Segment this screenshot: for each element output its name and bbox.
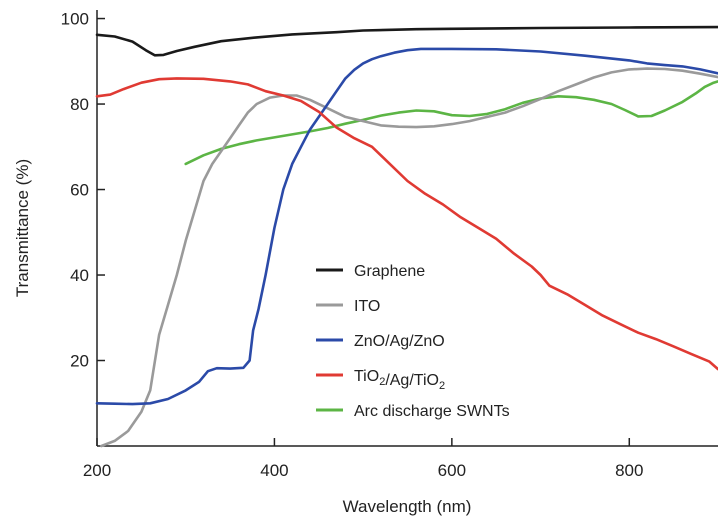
x-ticks: 200 400 600 800: [83, 438, 643, 480]
y-axis-title: Transmittance (%): [13, 159, 32, 297]
legend-label-arc-discharge-swnts: Arc discharge SWNTs: [354, 403, 510, 420]
legend: Graphene ITO ZnO/Ag/ZnO TiO2/Ag/TiO2 Arc dis…: [316, 263, 510, 420]
legend-label-zno-ag-zno: ZnO/Ag/ZnO: [354, 333, 445, 350]
x-tick-label: 200: [83, 461, 111, 480]
series-line-arc-discharge-swnts: [184, 80, 718, 166]
y-tick-label: 100: [61, 10, 89, 29]
legend-label-ito: ITO: [354, 298, 380, 315]
y-tick-label: 20: [70, 352, 89, 371]
y-tick-label: 60: [70, 181, 89, 200]
legend-label-tio2-ag-tio2: TiO2/Ag/TiO2: [354, 368, 445, 392]
axes: [96, 10, 718, 447]
y-tick-label: 80: [70, 95, 89, 114]
legend-label-graphene: Graphene: [354, 263, 425, 280]
series-lines: [95, 25, 718, 448]
y-ticks: 20 40 60 80 100: [61, 10, 105, 371]
y-tick-label: 40: [70, 266, 89, 285]
series-line-graphene: [95, 25, 718, 57]
series-line-zno-ag-zno: [95, 47, 718, 406]
x-axis-title: Wavelength (nm): [343, 497, 472, 516]
series-line-ito: [100, 67, 718, 448]
series-line-tio2-ag-tio2: [95, 77, 718, 371]
x-tick-label: 600: [438, 461, 466, 480]
x-tick-label: 400: [260, 461, 288, 480]
x-tick-label: 800: [615, 461, 643, 480]
